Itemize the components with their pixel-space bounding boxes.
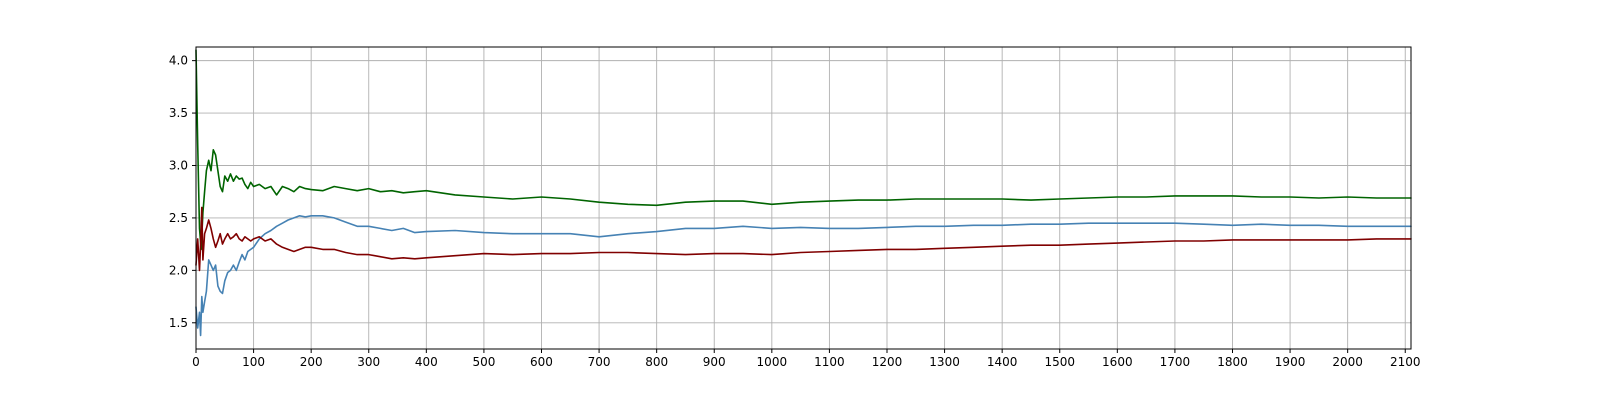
x-tick-label: 1000 xyxy=(757,355,788,369)
series-line-3 xyxy=(195,206,1412,272)
x-tick-label: 800 xyxy=(645,355,668,369)
x-tick-label: 0 xyxy=(192,355,200,369)
series-line-2 xyxy=(195,215,1412,337)
x-tick-label: 1900 xyxy=(1275,355,1306,369)
x-tick-label: 1100 xyxy=(814,355,845,369)
x-tick-label: 100 xyxy=(242,355,265,369)
x-tick-label: 1400 xyxy=(987,355,1018,369)
y-axis-ticks: 1.5 2.0 2.5 3.0 3.5 4.0 xyxy=(169,54,196,330)
y-tick-label: 2.0 xyxy=(169,263,188,277)
x-tick-label: 1600 xyxy=(1102,355,1133,369)
x-tick-label: 600 xyxy=(530,355,553,369)
x-tick-label: 700 xyxy=(588,355,611,369)
x-tick-label: 1700 xyxy=(1160,355,1191,369)
x-tick-label: 900 xyxy=(703,355,726,369)
x-tick-label: 1800 xyxy=(1217,355,1248,369)
x-axis-ticks: 0 100 200 300 400 500 600 700 800 900 1000 1100 1200… xyxy=(192,349,1421,369)
grid-lines xyxy=(195,47,1411,349)
x-tick-label: 400 xyxy=(415,355,438,369)
series-lines xyxy=(195,49,1412,337)
x-tick-label: 300 xyxy=(357,355,380,369)
y-tick-label: 2.5 xyxy=(169,211,188,225)
x-tick-label: 200 xyxy=(300,355,323,369)
y-tick-label: 3.5 xyxy=(169,106,188,120)
y-tick-label: 4.0 xyxy=(169,54,188,68)
series-line-1 xyxy=(195,49,1412,251)
x-tick-label: 500 xyxy=(472,355,495,369)
x-tick-label: 2000 xyxy=(1332,355,1363,369)
plot-frame xyxy=(195,46,1412,350)
x-tick-label: 2100 xyxy=(1390,355,1421,369)
x-tick-label: 1500 xyxy=(1044,355,1075,369)
y-tick-label: 1.5 xyxy=(169,316,188,330)
x-tick-label: 1300 xyxy=(929,355,960,369)
y-tick-label: 3.0 xyxy=(169,158,188,172)
x-tick-label: 1200 xyxy=(872,355,903,369)
